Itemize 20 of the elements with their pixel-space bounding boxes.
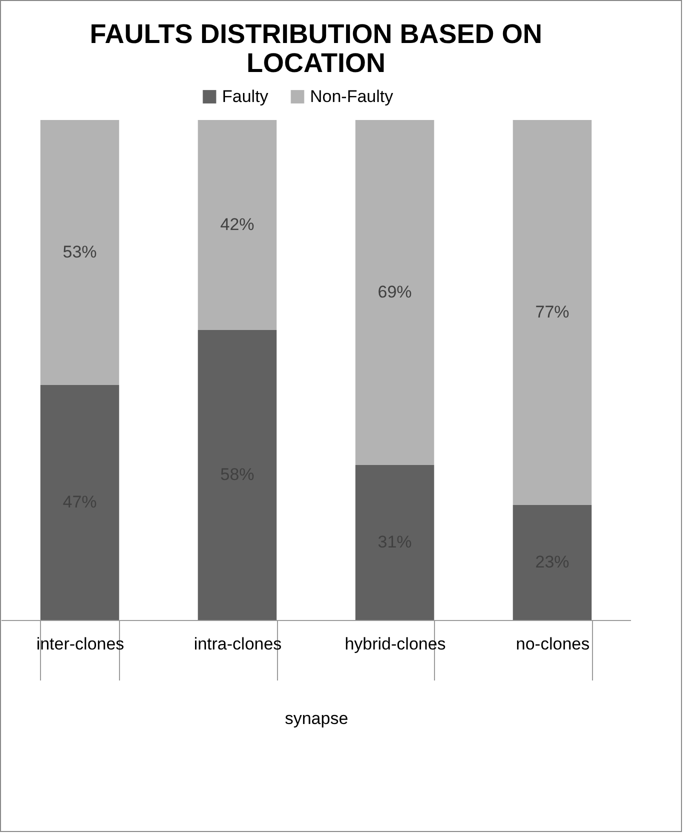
bar bbox=[512, 120, 592, 505]
x-tick-label: inter-clones bbox=[36, 634, 124, 654]
bar bbox=[40, 120, 120, 385]
data-label: 42% bbox=[220, 215, 254, 234]
x-tick-label: intra-clones bbox=[194, 634, 282, 654]
legend-label: Faulty bbox=[222, 86, 269, 106]
bar bbox=[198, 120, 277, 330]
x-tick-label: no-clones bbox=[516, 634, 590, 654]
bar bbox=[512, 505, 592, 620]
chart-title: FAULTS DISTRIBUTION BASED ON LOCATION bbox=[90, 19, 542, 78]
bar bbox=[198, 330, 277, 620]
data-label: 77% bbox=[535, 302, 570, 322]
bar bbox=[355, 120, 434, 465]
data-label: 53% bbox=[62, 242, 97, 262]
legend-label: Non-Faulty bbox=[310, 86, 394, 106]
x-tick-label: hybrid-clones bbox=[344, 634, 446, 654]
bar bbox=[355, 465, 434, 620]
data-label: 69% bbox=[378, 282, 412, 302]
x-axis-title: synapse bbox=[284, 709, 348, 728]
bar bbox=[40, 385, 120, 620]
